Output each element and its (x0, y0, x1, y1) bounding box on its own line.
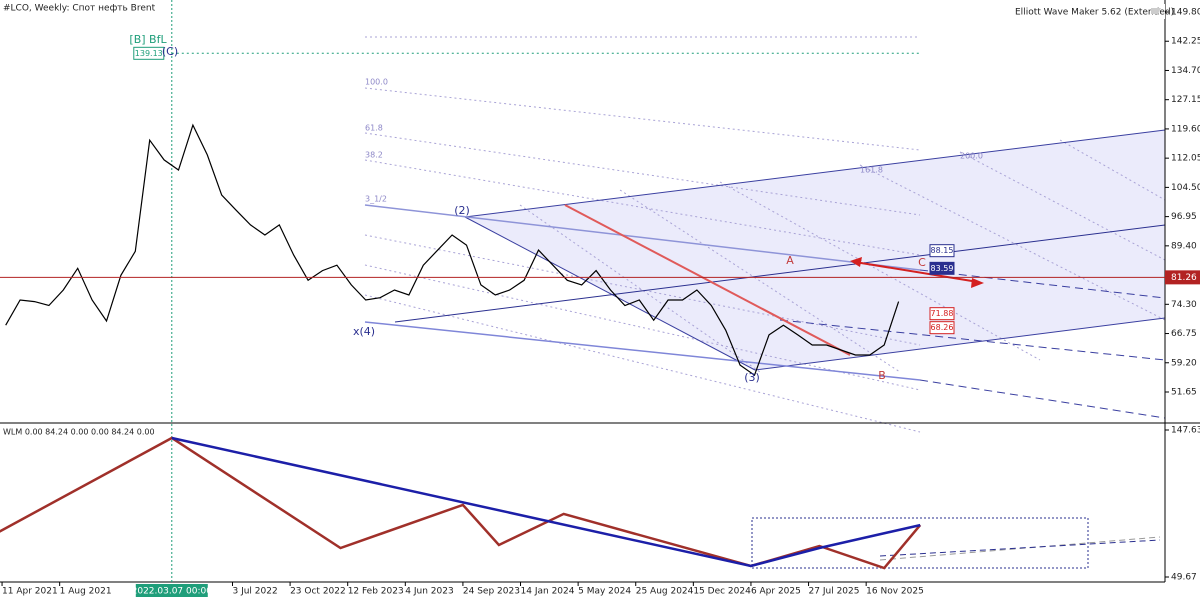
wave-label: (3) (744, 371, 760, 384)
x-tick-label: 3 Jul 2022 (232, 587, 277, 597)
price-label-box (929, 244, 955, 258)
fib-label: 200.0 (960, 152, 983, 161)
price-label-box (929, 307, 955, 321)
level-label-box (133, 46, 165, 60)
x-tick-label: 24 Sep 2023 (463, 587, 520, 597)
projection-box (751, 517, 1089, 569)
fibonacci-lines (364, 36, 1166, 433)
price-label: 88.15 (931, 246, 954, 255)
channel-lines (364, 129, 1166, 419)
x-tick-label: 5 May 2024 (578, 587, 631, 597)
y-tick-label: 134.70 (1171, 66, 1200, 76)
fib-level (364, 87, 921, 151)
channel-lower (754, 317, 1166, 371)
trend-line (394, 224, 1166, 323)
trend-line (364, 321, 921, 381)
data-line (5, 123, 900, 377)
fib-fan (519, 204, 761, 373)
indicator-badge (1010, 4, 1165, 19)
fib-fan (1059, 139, 1166, 201)
wave-label: C (918, 256, 926, 269)
x-tick-label: 14 Jan 2024 (521, 587, 575, 597)
fib-fan (859, 164, 1166, 321)
y-tick-label: 66.75 (1171, 329, 1197, 339)
wave-label: (2) (454, 204, 470, 217)
wave-label: x(4) (353, 325, 375, 338)
target-arrow (854, 261, 979, 283)
y-tick-label: 127.15 (1171, 95, 1200, 105)
price-label: 71.88 (931, 309, 954, 318)
y-tick-label: 49.67 (1171, 573, 1197, 583)
fib-level (364, 294, 921, 433)
crosshair-label: 2022.03.07 00:00 (132, 587, 213, 597)
fib-level (364, 234, 921, 346)
channel-fill (465, 130, 1165, 370)
x-tick-label: 27 Jul 2025 (809, 587, 860, 597)
x-tick-label: 23 Oct 2022 (290, 587, 346, 597)
fib-fan (719, 181, 1041, 361)
current-price-label: 81.26 (1171, 273, 1197, 283)
data-line (171, 436, 921, 568)
price-label: 68.26 (931, 323, 954, 332)
price-label-box (929, 321, 955, 335)
indicator-title: WLM 0.00 84.24 0.00 0.00 84.24 0.00 (3, 428, 155, 437)
price-label: 83.59 (931, 264, 954, 273)
y-tick-label: 142.25 (1171, 37, 1200, 47)
fib-label: 3_1/2 (365, 195, 387, 204)
trend-line (364, 204, 921, 271)
x-tick-label: 12 Feb 2023 (348, 587, 404, 597)
y-tick-label: 96.95 (1171, 212, 1197, 222)
y-tick-label: 74.30 (1171, 300, 1197, 310)
current-price-box (1165, 270, 1200, 285)
projection-line (879, 539, 1161, 557)
fib-label: 100.0 (365, 78, 388, 87)
wave-line (564, 204, 851, 356)
data-line (0, 436, 922, 570)
fib-label: 161.8 (860, 166, 883, 175)
fib-label: 38.2 (365, 151, 383, 160)
trend-line-projection (919, 269, 1166, 299)
y-tick-label: 112.05 (1171, 154, 1200, 164)
trend-line-projection (919, 379, 1166, 419)
x-tick-label: 11 Apr 2021 (2, 587, 58, 597)
level-label: 139.13 (135, 49, 163, 58)
indicator-icon[interactable] (1151, 8, 1161, 14)
channel-side (464, 216, 756, 371)
y-tick-label: 59.20 (1171, 358, 1197, 368)
x-tick-label: 16 Nov 2025 (866, 587, 924, 597)
fib-label: 61.8 (365, 124, 383, 133)
fib-level (364, 159, 921, 256)
crosshair-label-box (135, 584, 208, 597)
fib-fan (959, 151, 1166, 261)
y-tick-label: 51.65 (1171, 387, 1197, 397)
x-tick-label: 1 Aug 2021 (60, 587, 112, 597)
y-tick-label: 149.80 (1171, 8, 1200, 18)
wave-label: A (786, 254, 794, 267)
arrow-head (971, 278, 984, 288)
price-label-box (929, 261, 955, 275)
wave-label: (C) (162, 45, 178, 58)
wave-label: [B] BfL (129, 33, 167, 46)
fib-fan (619, 189, 901, 373)
channel-upper (464, 129, 1166, 218)
y-tick-label: 104.50 (1171, 183, 1200, 193)
fib-level (364, 132, 921, 216)
y-tick-label: 147.63 (1171, 425, 1200, 435)
y-tick-label: 119.60 (1171, 124, 1200, 134)
x-tick-label: 15 Dec 2024 (693, 587, 751, 597)
symbol-title: #LCO, Weekly: Спот нефть Brent (3, 4, 156, 14)
arrow-head (850, 257, 862, 267)
indicator-name: Elliott Wave Maker 5.62 (Extended) (1015, 8, 1174, 18)
x-tick-label: 4 Jun 2023 (405, 587, 453, 597)
wave-label: B (878, 369, 886, 382)
x-tick-label: 6 Apr 2025 (751, 587, 801, 597)
x-tick-label: 25 Aug 2024 (636, 587, 694, 597)
y-tick-label: 89.40 (1171, 241, 1197, 251)
